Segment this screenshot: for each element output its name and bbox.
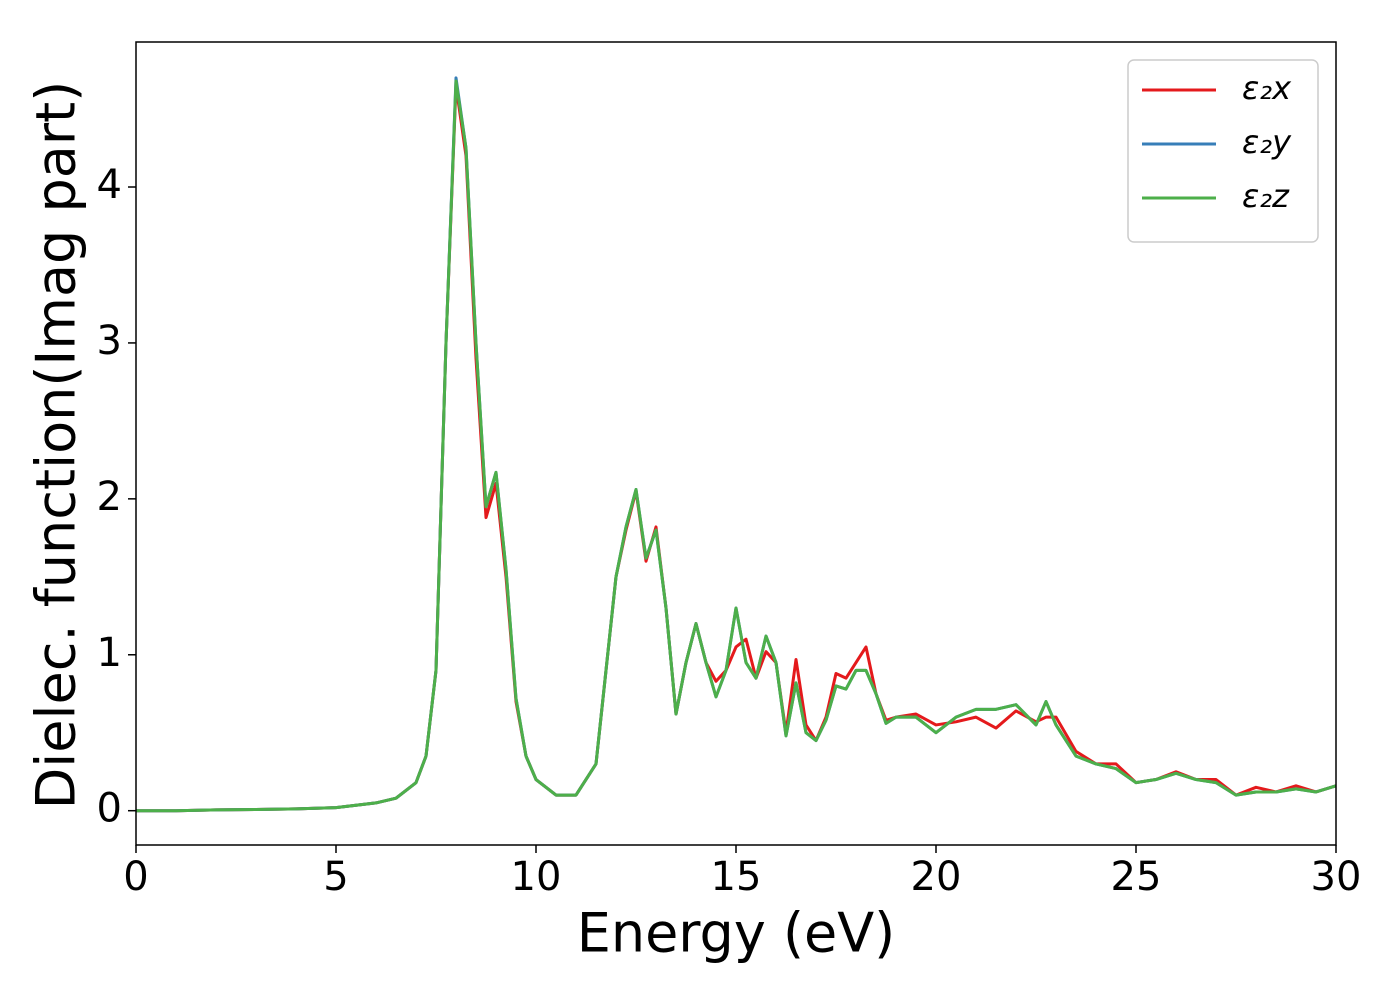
x-tick-label: 30 <box>1311 854 1362 900</box>
legend-label: ε₂z <box>1242 177 1290 215</box>
legend-label: ε₂y <box>1242 123 1292 161</box>
y-tick-label: 3 <box>97 318 122 364</box>
y-tick-label: 4 <box>97 162 122 208</box>
x-tick-label: 25 <box>1111 854 1162 900</box>
y-tick-label: 1 <box>97 630 122 676</box>
x-tick-label: 0 <box>123 854 148 900</box>
axes-frame <box>135 41 1337 846</box>
x-tick-label: 5 <box>323 854 348 900</box>
legend-label: ε₂x <box>1242 69 1292 107</box>
y-axis-label: Dielec. function(Imag part) <box>25 81 88 810</box>
legend: ε₂x ε₂y ε₂z <box>1127 59 1319 243</box>
x-tick-label: 15 <box>711 854 762 900</box>
y-tick-label: 2 <box>97 474 122 520</box>
y-tick-label: 0 <box>97 786 122 832</box>
series-line <box>136 79 1336 813</box>
x-tick-label: 20 <box>911 854 962 900</box>
plot-area <box>136 76 1336 813</box>
x-axis-label: Energy (eV) <box>577 902 896 965</box>
x-tick-label: 10 <box>511 854 562 900</box>
